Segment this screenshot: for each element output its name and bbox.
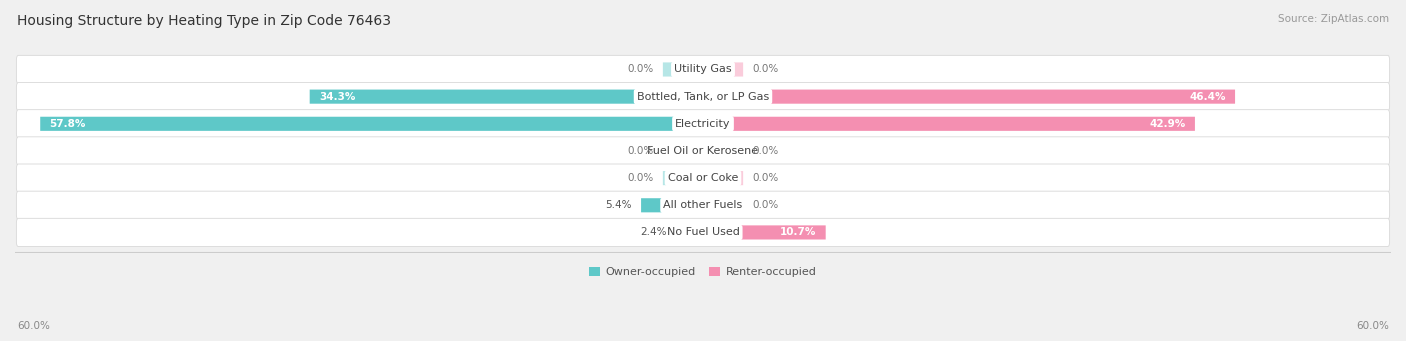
- Text: 0.0%: 0.0%: [752, 173, 779, 183]
- Text: 46.4%: 46.4%: [1189, 92, 1226, 102]
- FancyBboxPatch shape: [641, 198, 703, 212]
- FancyBboxPatch shape: [703, 171, 744, 185]
- FancyBboxPatch shape: [703, 90, 1234, 104]
- Text: 0.0%: 0.0%: [752, 146, 779, 156]
- Text: Housing Structure by Heating Type in Zip Code 76463: Housing Structure by Heating Type in Zip…: [17, 14, 391, 28]
- Text: Coal or Coke: Coal or Coke: [668, 173, 738, 183]
- FancyBboxPatch shape: [17, 164, 1389, 192]
- Text: 10.7%: 10.7%: [780, 227, 817, 237]
- Text: Fuel Oil or Kerosene: Fuel Oil or Kerosene: [647, 146, 759, 156]
- FancyBboxPatch shape: [17, 137, 1389, 165]
- Text: 0.0%: 0.0%: [627, 146, 654, 156]
- FancyBboxPatch shape: [17, 83, 1389, 111]
- FancyBboxPatch shape: [17, 218, 1389, 247]
- Text: 0.0%: 0.0%: [752, 200, 779, 210]
- Text: 5.4%: 5.4%: [606, 200, 631, 210]
- FancyBboxPatch shape: [703, 144, 744, 158]
- FancyBboxPatch shape: [675, 225, 703, 239]
- FancyBboxPatch shape: [17, 55, 1389, 84]
- FancyBboxPatch shape: [41, 117, 703, 131]
- Text: 2.4%: 2.4%: [640, 227, 666, 237]
- Text: 34.3%: 34.3%: [319, 92, 356, 102]
- Text: 60.0%: 60.0%: [17, 321, 49, 331]
- Text: 0.0%: 0.0%: [627, 173, 654, 183]
- Text: 0.0%: 0.0%: [752, 64, 779, 74]
- FancyBboxPatch shape: [17, 110, 1389, 138]
- Text: Bottled, Tank, or LP Gas: Bottled, Tank, or LP Gas: [637, 92, 769, 102]
- Text: 42.9%: 42.9%: [1150, 119, 1185, 129]
- FancyBboxPatch shape: [703, 198, 744, 212]
- Text: No Fuel Used: No Fuel Used: [666, 227, 740, 237]
- Text: 0.0%: 0.0%: [627, 64, 654, 74]
- Text: Electricity: Electricity: [675, 119, 731, 129]
- FancyBboxPatch shape: [17, 191, 1389, 219]
- FancyBboxPatch shape: [662, 171, 703, 185]
- FancyBboxPatch shape: [309, 90, 703, 104]
- FancyBboxPatch shape: [662, 62, 703, 76]
- Text: 60.0%: 60.0%: [1357, 321, 1389, 331]
- Text: Source: ZipAtlas.com: Source: ZipAtlas.com: [1278, 14, 1389, 24]
- Legend: Owner-occupied, Renter-occupied: Owner-occupied, Renter-occupied: [585, 263, 821, 282]
- FancyBboxPatch shape: [703, 62, 744, 76]
- FancyBboxPatch shape: [662, 144, 703, 158]
- Text: Utility Gas: Utility Gas: [675, 64, 731, 74]
- Text: 57.8%: 57.8%: [49, 119, 86, 129]
- FancyBboxPatch shape: [703, 225, 825, 239]
- FancyBboxPatch shape: [703, 117, 1195, 131]
- Text: All other Fuels: All other Fuels: [664, 200, 742, 210]
